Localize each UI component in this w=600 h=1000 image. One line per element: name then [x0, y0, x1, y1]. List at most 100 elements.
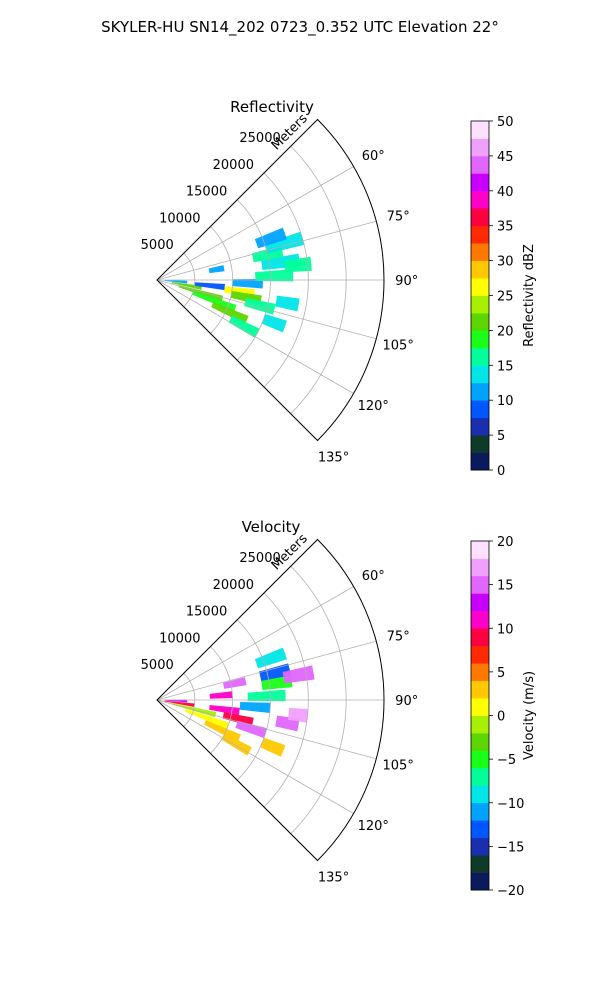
colorbar-tick-label: 25: [497, 290, 514, 305]
colorbar-segment: [471, 295, 489, 314]
colorbar-segment: [471, 138, 489, 157]
colorbar-segment: [471, 278, 489, 296]
reflectivity-panel: Reflectivity 500010000150002000025000Met…: [141, 98, 537, 479]
azimuth-tick-label: 75°: [387, 209, 410, 224]
range-tick-label: 15000: [186, 185, 227, 200]
radar-echo: [164, 700, 195, 707]
colorbar-tick-label: −10: [497, 797, 524, 812]
velocity-panel: Velocity 500010000150002000025000Meters6…: [141, 518, 537, 899]
range-tick-label: 5000: [141, 658, 174, 673]
colorbar-segment: [471, 610, 489, 629]
azimuth-tick-label: 90°: [395, 274, 418, 289]
colorbar-segment: [471, 785, 489, 804]
colorbar-tick-label: −15: [497, 840, 524, 855]
radar-echo: [228, 315, 260, 338]
azimuth-gridline: [156, 220, 377, 281]
colorbar-tick-label: 50: [497, 115, 514, 130]
colorbar-segment: [471, 260, 489, 279]
colorbar-segment: [471, 558, 489, 577]
radar-echo: [287, 707, 309, 723]
radar-echo: [222, 677, 247, 689]
colorbar-segment: [471, 750, 489, 769]
range-tick-label: 25000: [239, 551, 280, 566]
colorbar-tick-label: 20: [497, 324, 514, 339]
colorbar-segment: [471, 365, 489, 384]
radar-echo: [259, 663, 291, 681]
radar-echo: [255, 269, 294, 282]
polar-frame: [156, 118, 385, 442]
reflectivity-colorbar: 0 5 10 15 20 25 30 35 40 45 50 Reflectivity dBZ: [470, 115, 537, 479]
radar-echo: [164, 280, 188, 284]
colorbar-segment: [471, 680, 489, 699]
colorbar-segment: [471, 663, 489, 681]
reflectivity-title: Reflectivity: [230, 98, 314, 116]
radar-echo: [211, 302, 249, 325]
colorbar-segment: [471, 855, 489, 873]
radar-echo: [235, 720, 267, 739]
azimuth-tick-label: 135°: [318, 871, 349, 886]
radar-echo: [254, 227, 287, 249]
radar-echo: [261, 313, 287, 333]
radar-echo: [194, 282, 225, 291]
colorbar-segment: [471, 225, 489, 244]
azimuth-tick-label: 90°: [395, 694, 418, 709]
colorbar-segment: [471, 173, 489, 192]
colorbar-tick-label: 15: [497, 359, 514, 374]
colorbar-segment: [471, 417, 489, 436]
azimuth-gridline: [156, 699, 377, 760]
colorbar-segment: [471, 155, 489, 174]
colorbar-tick-label: 10: [497, 622, 514, 637]
colorbar-tick-label: 40: [497, 185, 514, 200]
colorbar-segment: [471, 820, 489, 839]
colorbar-segment: [471, 347, 489, 366]
reflectivity-polar-axes: 500010000150002000025000Meters60°75°90°1…: [141, 111, 419, 465]
colorbar-tick-label: 5: [497, 666, 505, 681]
velocity-polar-axes: 500010000150002000025000Meters60°75°90°1…: [141, 531, 419, 885]
range-tick-label: 10000: [159, 211, 200, 226]
colorbar-segment: [471, 698, 489, 716]
colorbar-segment: [471, 382, 489, 401]
range-tick-label: 25000: [239, 131, 280, 146]
colorbar-segment: [471, 767, 489, 786]
colorbar-segment: [471, 872, 489, 891]
radar-echo: [232, 278, 263, 289]
colorbar-label: Velocity (m/s): [522, 671, 537, 760]
colorbar-tick-label: −5: [497, 753, 516, 768]
azimuth-gridline: [156, 166, 354, 281]
azimuth-tick-label: 105°: [383, 339, 414, 354]
colorbar-tick-label: 0: [497, 710, 505, 725]
colorbar-segment: [471, 121, 489, 139]
azimuth-tick-label: 60°: [362, 149, 385, 164]
azimuth-tick-label: 120°: [358, 819, 389, 834]
azimuth-gridline: [156, 279, 377, 340]
colorbar-tick-label: 5: [497, 429, 505, 444]
azimuth-tick-label: 105°: [383, 759, 414, 774]
colorbar-tick-label: −20: [497, 884, 524, 899]
colorbar-tick-label: 10: [497, 394, 514, 409]
velocity-title: Velocity: [242, 518, 301, 536]
colorbar-segment: [471, 593, 489, 612]
colorbar-segment: [471, 541, 489, 559]
range-tick-label: 20000: [213, 158, 254, 173]
colorbar-segment: [471, 312, 489, 331]
colorbar-tick-label: 0: [497, 464, 505, 479]
radar-echo: [247, 689, 286, 702]
azimuth-gridline: [156, 699, 354, 814]
colorbar-segment: [471, 243, 489, 261]
colorbar-segment: [471, 452, 489, 471]
radar-echo: [239, 702, 271, 714]
colorbar-tick-label: 20: [497, 535, 514, 550]
colorbar-segment: [471, 732, 489, 751]
colorbar-segment: [471, 837, 489, 856]
colorbar-tick-label: 15: [497, 579, 514, 594]
colorbar-tick-label: 45: [497, 150, 514, 165]
radar-echo: [254, 647, 287, 669]
colorbar-segment: [471, 715, 489, 734]
polar-frame: [156, 538, 385, 862]
azimuth-tick-label: 120°: [358, 399, 389, 414]
azimuth-tick-label: 75°: [387, 629, 410, 644]
azimuth-gridline: [156, 586, 354, 701]
range-tick-label: 20000: [213, 578, 254, 593]
colorbar-segment: [471, 400, 489, 419]
